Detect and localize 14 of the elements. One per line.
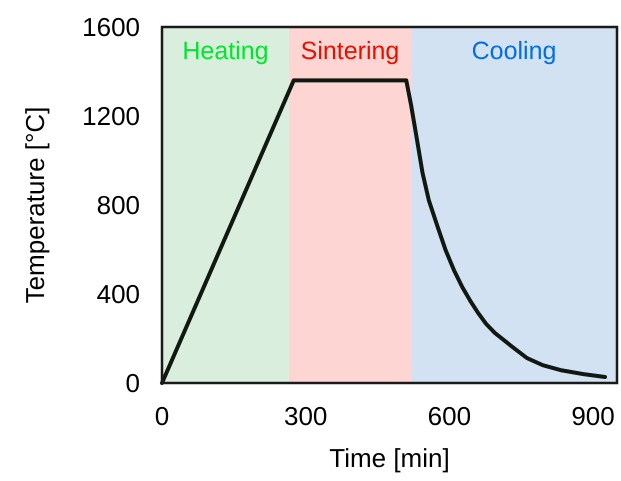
y-tick-label: 1600 (82, 12, 140, 42)
y-axis-title: Temperature [°C] (20, 106, 50, 304)
band-label: Sintering (300, 37, 400, 65)
y-tick-label: 0 (126, 368, 140, 398)
y-tick-label: 1200 (82, 101, 140, 132)
band-label: Heating (182, 37, 269, 65)
y-tick-label: 800 (96, 190, 140, 220)
band-label: Cooling (472, 37, 556, 65)
x-tick-label: 900 (571, 401, 615, 431)
x-axis-title: Time [min] (329, 443, 450, 473)
y-tick-label: 400 (96, 279, 140, 310)
x-tick-label: 0 (154, 401, 170, 431)
x-tick-label: 600 (428, 401, 472, 431)
x-tick-label: 300 (284, 401, 328, 431)
